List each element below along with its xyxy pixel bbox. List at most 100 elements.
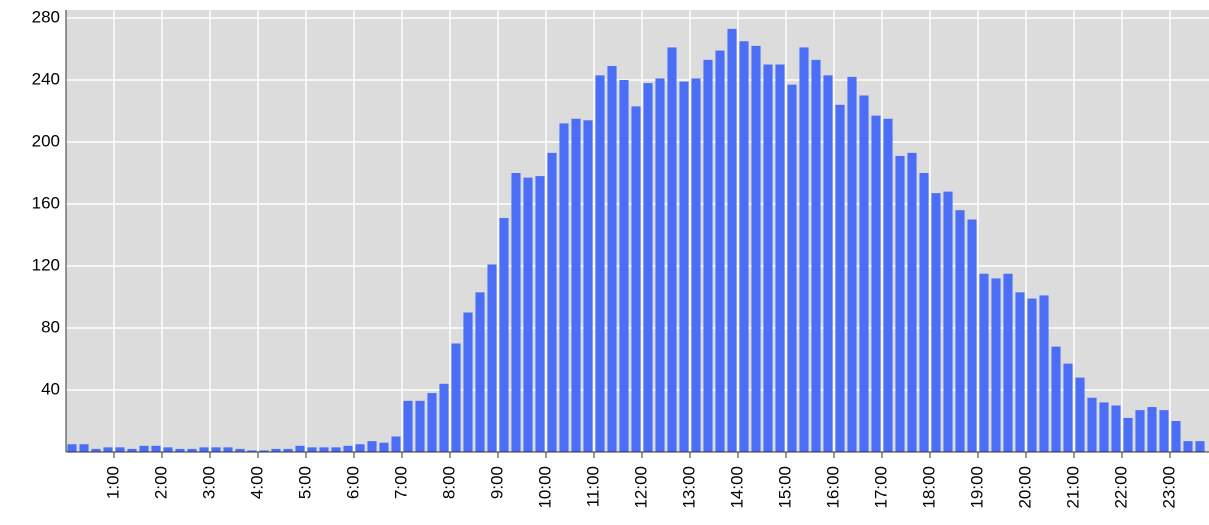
bar (247, 450, 257, 452)
bar (451, 343, 461, 452)
bar (91, 448, 101, 452)
x-tick-label: 22:00 (1111, 466, 1130, 509)
y-tick-label: 160 (32, 193, 60, 212)
bar (547, 152, 557, 452)
bar (367, 441, 377, 452)
bar (1039, 295, 1049, 452)
y-tick-label: 200 (32, 131, 60, 150)
bar (1087, 397, 1097, 452)
bar (955, 210, 965, 452)
bar (643, 83, 653, 452)
bar (79, 444, 89, 452)
bar (607, 66, 617, 453)
bar (1075, 377, 1085, 452)
x-tick-label: 2:00 (151, 466, 170, 499)
bar (139, 445, 149, 452)
bar (667, 47, 677, 452)
bar (1123, 417, 1133, 452)
x-tick-label: 9:00 (487, 466, 506, 499)
bar (1003, 273, 1013, 452)
bar (991, 278, 1001, 452)
bar (331, 447, 341, 452)
bar (187, 448, 197, 452)
bar (1063, 363, 1073, 452)
bar (343, 445, 353, 452)
bar (835, 104, 845, 453)
bar (223, 447, 233, 452)
bar (727, 28, 737, 452)
bar (739, 41, 749, 452)
x-tick-label: 6:00 (343, 466, 362, 499)
bar (1027, 298, 1037, 452)
bar (319, 447, 329, 452)
bar (175, 448, 185, 452)
bar (595, 75, 605, 452)
bar (631, 106, 641, 452)
bar (379, 442, 389, 452)
x-tick-label: 5:00 (295, 466, 314, 499)
x-tick-label: 18:00 (919, 466, 938, 509)
bar (619, 80, 629, 452)
y-tick-label: 80 (41, 317, 60, 336)
bar (655, 78, 665, 452)
bar (811, 59, 821, 452)
bar (1099, 402, 1109, 452)
bar (703, 59, 713, 452)
bar (415, 400, 425, 452)
x-tick-label: 19:00 (967, 466, 986, 509)
bar (115, 447, 125, 452)
bar (463, 312, 473, 452)
bar (559, 123, 569, 453)
x-tick-label: 13:00 (679, 466, 698, 509)
bar (211, 447, 221, 452)
bar (1147, 407, 1157, 452)
bar (307, 447, 317, 452)
x-tick-label: 3:00 (199, 466, 218, 499)
bar (475, 292, 485, 452)
bar (163, 447, 173, 452)
bar (1171, 421, 1181, 452)
bar (1111, 405, 1121, 452)
bar (259, 450, 269, 452)
bar (511, 173, 521, 452)
x-tick-label: 11:00 (583, 466, 602, 507)
bar (427, 393, 437, 452)
bar (1159, 410, 1169, 452)
bar (895, 155, 905, 452)
bar (847, 76, 857, 453)
bar (295, 445, 305, 452)
bar (931, 193, 941, 452)
x-tick-label: 23:00 (1159, 466, 1178, 509)
x-tick-label: 17:00 (871, 466, 890, 509)
bar (691, 78, 701, 452)
bar (67, 444, 77, 452)
x-tick-label: 20:00 (1015, 466, 1034, 509)
y-tick-label: 120 (32, 255, 60, 274)
bar (1135, 410, 1145, 452)
y-tick-label: 240 (32, 69, 60, 88)
bar (523, 177, 533, 452)
bar (919, 173, 929, 452)
bar (967, 219, 977, 452)
bar (763, 64, 773, 452)
bar (499, 217, 509, 452)
bar (679, 81, 689, 453)
x-tick-label: 8:00 (439, 466, 458, 499)
bar (775, 64, 785, 452)
bar (943, 191, 953, 452)
bar (271, 448, 281, 452)
x-tick-label: 1:00 (103, 466, 122, 499)
bar (283, 448, 293, 452)
bar (355, 444, 365, 452)
x-tick-label: 15:00 (775, 466, 794, 509)
bar (883, 118, 893, 452)
bar (787, 84, 797, 453)
x-tick-label: 21:00 (1063, 466, 1082, 509)
y-tick-label: 280 (32, 7, 60, 26)
bar (487, 264, 497, 452)
bar (127, 448, 137, 452)
bar (1051, 346, 1061, 452)
bar (907, 152, 917, 452)
bar (571, 118, 581, 452)
